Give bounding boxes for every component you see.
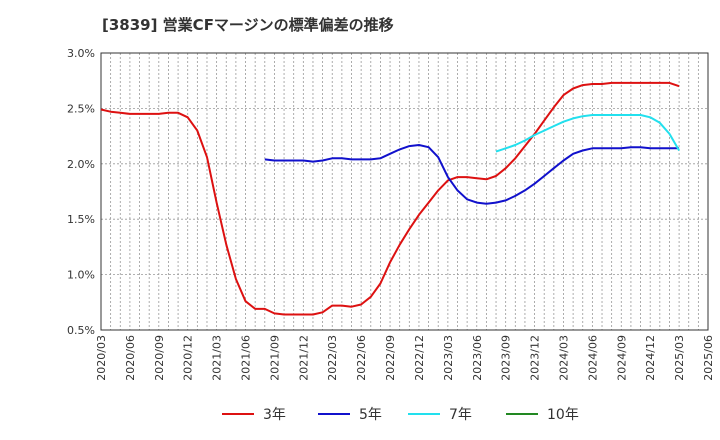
series-lines (100, 81, 680, 316)
y-tick-label: 2.0% (67, 158, 95, 171)
plot-frame (100, 52, 709, 331)
legend-label-5年: 5年 (359, 407, 382, 423)
x-tick-label: 2023/03 (442, 335, 455, 381)
gridlines (101, 53, 708, 330)
x-tick-label: 2025/03 (673, 335, 686, 381)
x-tick-label: 2023/06 (471, 335, 484, 381)
x-tick-label: 2020/03 (95, 335, 108, 381)
legend-label-10年: 10年 (547, 407, 579, 423)
x-tick-label: 2022/06 (355, 335, 368, 381)
legend-label-7年: 7年 (449, 407, 472, 423)
chart-title: [3839] 営業CFマージンの標準偏差の推移 (102, 16, 394, 34)
x-tick-label: 2021/12 (297, 335, 310, 381)
x-tick-label: 2023/09 (500, 335, 513, 381)
x-tick-label: 2022/09 (384, 335, 397, 381)
legend: 3年 5年 7年 10年 (222, 407, 579, 423)
x-tick-label: 2020/12 (182, 335, 195, 381)
x-tick-label: 2025/06 (702, 335, 715, 381)
y-axis-ticks: 0.5% 1.0% 1.5% 2.0% 2.5% 3.0% (67, 47, 95, 337)
y-tick-label: 2.5% (67, 102, 95, 115)
x-tick-label: 2021/09 (268, 335, 281, 381)
x-tick-label: 2022/03 (326, 335, 339, 381)
x-tick-label: 2023/12 (529, 335, 542, 381)
x-tick-label: 2020/09 (153, 335, 166, 381)
x-tick-label: 2024/06 (586, 335, 599, 381)
x-tick-label: 2021/03 (211, 335, 224, 381)
y-tick-label: 1.0% (67, 269, 95, 282)
legend-label-3年: 3年 (263, 407, 286, 423)
x-tick-label: 2020/06 (124, 335, 137, 381)
x-axis-ticks: 2020/03 2020/06 2020/09 2020/12 2021/03 2021/… (95, 335, 715, 381)
series-line-7年 (495, 114, 680, 153)
x-tick-label: 2024/09 (615, 335, 628, 381)
plot-area (101, 53, 708, 330)
x-tick-label: 2021/06 (240, 335, 253, 381)
series-line-3年 (100, 81, 680, 316)
y-tick-label: 3.0% (67, 47, 95, 60)
y-tick-label: 1.5% (67, 213, 95, 226)
series-line-5年 (264, 144, 680, 205)
y-tick-label: 0.5% (67, 324, 95, 337)
x-tick-label: 2022/12 (413, 335, 426, 381)
x-tick-label: 2024/03 (557, 335, 570, 381)
x-tick-label: 2024/12 (644, 335, 657, 381)
